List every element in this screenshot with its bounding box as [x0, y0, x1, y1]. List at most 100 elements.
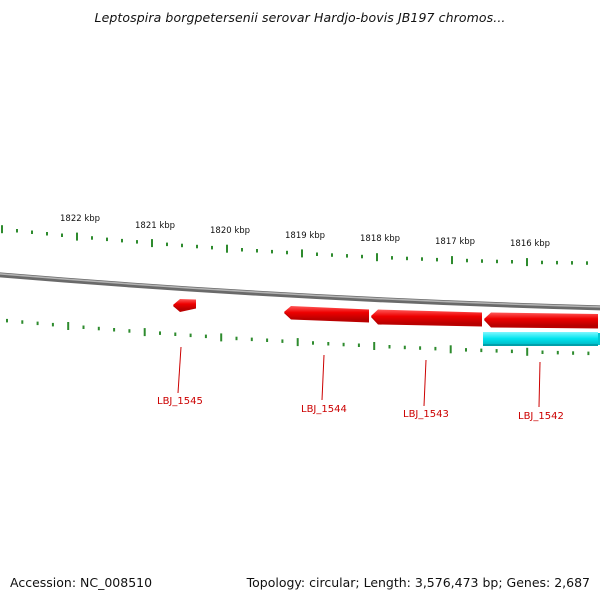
inner-minor-tick — [510, 349, 513, 354]
inner-minor-tick — [21, 320, 24, 324]
leader-lbj-1542 — [538, 361, 541, 408]
inner-minor-tick — [128, 329, 131, 333]
inner-minor-tick — [342, 342, 345, 347]
outer-minor-tick — [481, 259, 483, 263]
inner-minor-tick — [82, 325, 85, 329]
outer-major-tick — [151, 239, 153, 248]
outer-minor-tick — [541, 260, 543, 265]
inner-minor-tick — [266, 338, 269, 342]
inner-major-tick — [526, 347, 529, 356]
inner-minor-tick — [97, 326, 100, 331]
ruler-label-1819: 1819 kbp — [285, 231, 325, 241]
outer-minor-tick — [421, 257, 423, 261]
outer-minor-tick — [181, 243, 183, 248]
outer-major-tick — [301, 249, 303, 258]
ruler-label-1818: 1818 kbp — [360, 234, 400, 244]
outer-minor-tick — [316, 252, 318, 256]
inner-major-tick — [373, 342, 376, 350]
outer-minor-tick — [16, 229, 18, 233]
outer-minor-tick — [136, 240, 138, 244]
inner-minor-tick — [587, 351, 590, 356]
outer-minor-tick — [121, 238, 123, 243]
gene-lbj-1543[interactable] — [371, 309, 482, 327]
inner-major-tick — [296, 338, 299, 347]
outer-minor-tick — [211, 245, 213, 250]
outer-minor-tick — [406, 256, 408, 261]
inner-minor-tick — [403, 345, 406, 350]
inner-minor-tick — [465, 348, 467, 352]
leader-lbj-1543 — [423, 359, 427, 407]
gene-label-lbj-1543[interactable]: LBJ_1543 — [403, 409, 449, 420]
outer-minor-tick — [361, 254, 363, 259]
inner-minor-tick — [36, 321, 39, 326]
chromosome-backbone — [0, 272, 600, 311]
gene-lbj-1544[interactable] — [284, 306, 369, 323]
inner-minor-tick — [572, 351, 575, 355]
gene-labels: LBJ_1545 LBJ_1544 LBJ_1543 LBJ_1542 — [157, 396, 564, 422]
inner-minor-tick — [480, 348, 483, 353]
outer-tick-track — [1, 225, 588, 267]
gene-label-lbj-1542[interactable]: LBJ_1542 — [518, 411, 564, 422]
outer-minor-tick — [166, 242, 168, 247]
inner-minor-tick — [388, 345, 391, 349]
outer-major-tick — [526, 258, 528, 267]
outer-minor-tick — [571, 261, 573, 265]
summary-text: Topology: circular; Length: 3,576,473 bp… — [246, 575, 590, 590]
outer-minor-tick — [46, 232, 48, 236]
inner-minor-tick — [51, 322, 54, 327]
outer-minor-tick — [286, 250, 288, 255]
ruler-labels: 1822 kbp 1821 kbp 1820 kbp 1819 kbp 1818… — [60, 214, 550, 249]
outer-major-tick — [376, 253, 378, 262]
inner-minor-tick — [189, 333, 192, 338]
inner-tick-track — [6, 318, 590, 356]
ruler-label-1821: 1821 kbp — [135, 221, 175, 231]
inner-major-tick — [220, 333, 223, 342]
inner-minor-tick — [357, 343, 360, 347]
outer-minor-tick — [556, 260, 558, 265]
leader-lbj-1544 — [321, 354, 325, 401]
gene-lbj-1542[interactable] — [484, 312, 598, 329]
outer-major-tick — [226, 244, 228, 253]
inner-minor-tick — [113, 328, 116, 332]
inner-minor-tick — [419, 346, 422, 350]
inner-major-tick — [449, 345, 452, 354]
outer-minor-tick — [436, 257, 438, 262]
gene-label-lbj-1545[interactable]: LBJ_1545 — [157, 396, 203, 407]
outer-minor-tick — [331, 253, 333, 257]
accession-text: Accession: NC_008510 — [10, 575, 153, 590]
ruler-label-1822: 1822 kbp — [60, 214, 100, 224]
inner-minor-tick — [174, 332, 177, 336]
outer-minor-tick — [91, 236, 93, 240]
inner-minor-tick — [434, 346, 437, 351]
feature-cyan[interactable] — [483, 332, 600, 346]
map-title: Leptospira borgpetersenii serovar Hardjo… — [94, 10, 506, 25]
ruler-label-1816: 1816 kbp — [510, 239, 550, 249]
inner-minor-tick — [541, 350, 544, 354]
inner-minor-tick — [495, 349, 498, 353]
inner-minor-tick — [281, 339, 284, 343]
outer-minor-tick — [106, 237, 108, 242]
inner-major-tick — [143, 328, 146, 337]
outer-minor-tick — [196, 244, 198, 249]
outer-minor-tick — [586, 261, 588, 265]
gene-lbj-1545[interactable] — [173, 299, 196, 312]
ruler-label-1820: 1820 kbp — [210, 226, 250, 236]
outer-minor-tick — [391, 256, 393, 260]
outer-minor-tick — [256, 249, 258, 253]
inner-minor-tick — [327, 342, 330, 346]
outer-minor-tick — [466, 258, 468, 263]
leader-lbj-1545 — [177, 346, 182, 394]
inner-minor-tick — [250, 337, 253, 342]
label-leaders — [177, 346, 541, 408]
inner-minor-tick — [6, 318, 8, 323]
inner-minor-tick — [312, 341, 314, 345]
outer-minor-tick — [31, 230, 33, 234]
outer-minor-tick — [496, 259, 498, 264]
inner-minor-tick — [159, 331, 161, 335]
outer-minor-tick — [346, 254, 348, 258]
inner-minor-tick — [235, 336, 238, 341]
gene-label-lbj-1544[interactable]: LBJ_1544 — [301, 404, 347, 415]
outer-minor-tick — [511, 260, 513, 264]
outer-major-tick — [451, 256, 453, 265]
